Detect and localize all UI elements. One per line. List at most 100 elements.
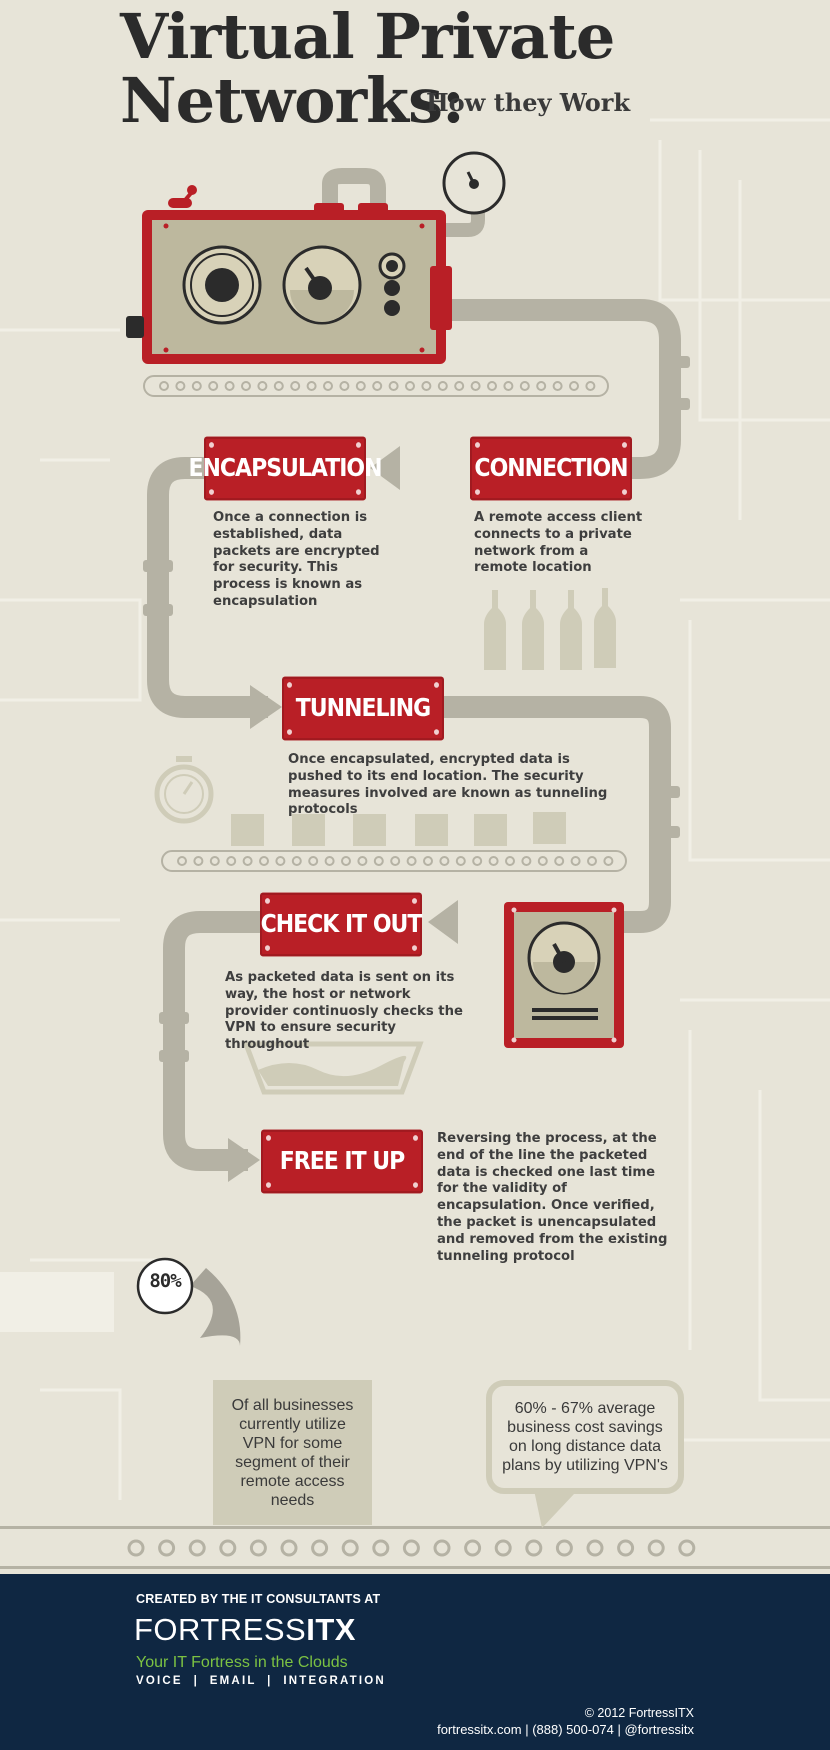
step-encapsulation-text: ENCAPSULATION (188, 454, 382, 483)
step-encapsulation-label: ENCAPSULATION (188, 436, 383, 501)
roller (193, 856, 204, 866)
wall-panel (0, 1272, 114, 1332)
roller (280, 1539, 298, 1557)
roller (209, 856, 220, 866)
page-subtitle: How they Work (426, 88, 631, 117)
roller (357, 856, 368, 866)
roller (373, 856, 384, 866)
roller (402, 1539, 420, 1557)
roller (127, 1539, 145, 1557)
roller (617, 1539, 635, 1557)
roller (494, 1539, 512, 1557)
step-free-it-up-label: FREE IT UP (261, 1129, 423, 1194)
roller (390, 856, 401, 866)
roller (423, 856, 433, 866)
step-tunneling-label: TUNNELING (282, 676, 444, 741)
page-title-line2: Networks: (120, 64, 465, 137)
stopwatch-icon (154, 756, 214, 824)
savings-bubble: 60% - 67% average business cost savings … (486, 1380, 684, 1494)
roller (259, 856, 269, 866)
percent-badge: 80% (149, 1270, 181, 1292)
footer-created-by: CREATED BY THE IT CONSULTANTS AT (136, 1592, 381, 1606)
step-tunneling-desc: Once encapsulated, encrypted data is pus… (288, 752, 608, 818)
roller (488, 856, 499, 866)
footer-services: VOICE | EMAIL | INTEGRATION (136, 1675, 386, 1687)
roller (503, 381, 514, 391)
roller (454, 381, 465, 391)
crates (231, 812, 566, 846)
meter-box-icon (504, 902, 624, 1048)
roller (464, 1539, 482, 1557)
footer (0, 1574, 830, 1750)
roller (158, 1539, 176, 1557)
circuit-lines (0, 118, 830, 1500)
roller (569, 381, 579, 391)
footer-contact: fortressitx.com | (888) 500-074 | @fortr… (437, 1722, 694, 1737)
roller (586, 1539, 604, 1557)
roller (341, 1539, 359, 1557)
roller (470, 381, 481, 391)
roller (536, 381, 547, 391)
machine-icon (126, 185, 452, 364)
roller (273, 381, 284, 391)
arrow-icon (228, 446, 458, 1182)
roller (291, 856, 302, 866)
fortress-itx-logo: FORTRESSITX (134, 1612, 356, 1648)
step-connection-label: CONNECTION (470, 436, 632, 501)
roller (603, 856, 614, 866)
step-connection-desc: A remote access client connects to a pri… (474, 510, 643, 576)
roller (405, 381, 415, 391)
roller (224, 381, 235, 391)
roller (570, 856, 581, 866)
roller (519, 381, 530, 391)
roller (275, 856, 286, 866)
roller (242, 856, 253, 866)
roller (433, 1539, 451, 1557)
roller (226, 856, 237, 866)
roller (521, 856, 532, 866)
step-encapsulation-desc: Once a connection is established, data p… (213, 510, 380, 609)
roller (306, 381, 317, 391)
page-title-line1: Virtual Private (120, 0, 615, 73)
bottom-rail (0, 1526, 830, 1569)
gauge-icon (442, 151, 506, 215)
roller (177, 856, 187, 866)
logo-bold: ITX (306, 1612, 356, 1647)
bubble-tail (534, 1490, 574, 1528)
roller (525, 1539, 543, 1557)
roller (249, 1539, 267, 1557)
roller (552, 381, 563, 391)
roller (355, 381, 366, 391)
roller (372, 1539, 390, 1557)
roller (188, 1539, 206, 1557)
step-free-it-up-text: FREE IT UP (279, 1147, 406, 1176)
pipe-joints (143, 356, 690, 1062)
percent-stat-box: Of all businesses currently utilize VPN … (213, 1380, 372, 1525)
roller (341, 856, 351, 866)
roller (455, 856, 466, 866)
roller (388, 381, 399, 391)
step-check-it-out-label: CHECK IT OUT (260, 892, 423, 957)
roller (208, 381, 219, 391)
step-tunneling-text: TUNNELING (295, 694, 431, 723)
roller (159, 381, 169, 391)
roller (439, 856, 450, 866)
roller (678, 1539, 696, 1557)
percent-badge-icon (136, 1257, 241, 1346)
step-connection-text: CONNECTION (474, 454, 628, 483)
step-free-it-up-desc: Reversing the process, at the end of the… (437, 1131, 668, 1264)
footer-copyright: © 2012 FortressITX (584, 1706, 694, 1720)
roller (290, 381, 301, 391)
percent-stat-text: Of all businesses currently utilize VPN … (231, 1396, 354, 1509)
pipe-path (147, 168, 681, 1171)
roller (324, 856, 335, 866)
roller (555, 1539, 573, 1557)
roller (219, 1539, 237, 1557)
roller (472, 856, 483, 866)
roller (437, 381, 448, 391)
roller (339, 381, 350, 391)
footer-tagline: Your IT Fortress in the Clouds (136, 1654, 348, 1671)
roller (585, 381, 596, 391)
step-check-it-out-text: CHECK IT OUT (260, 910, 423, 939)
roller (647, 1539, 665, 1557)
